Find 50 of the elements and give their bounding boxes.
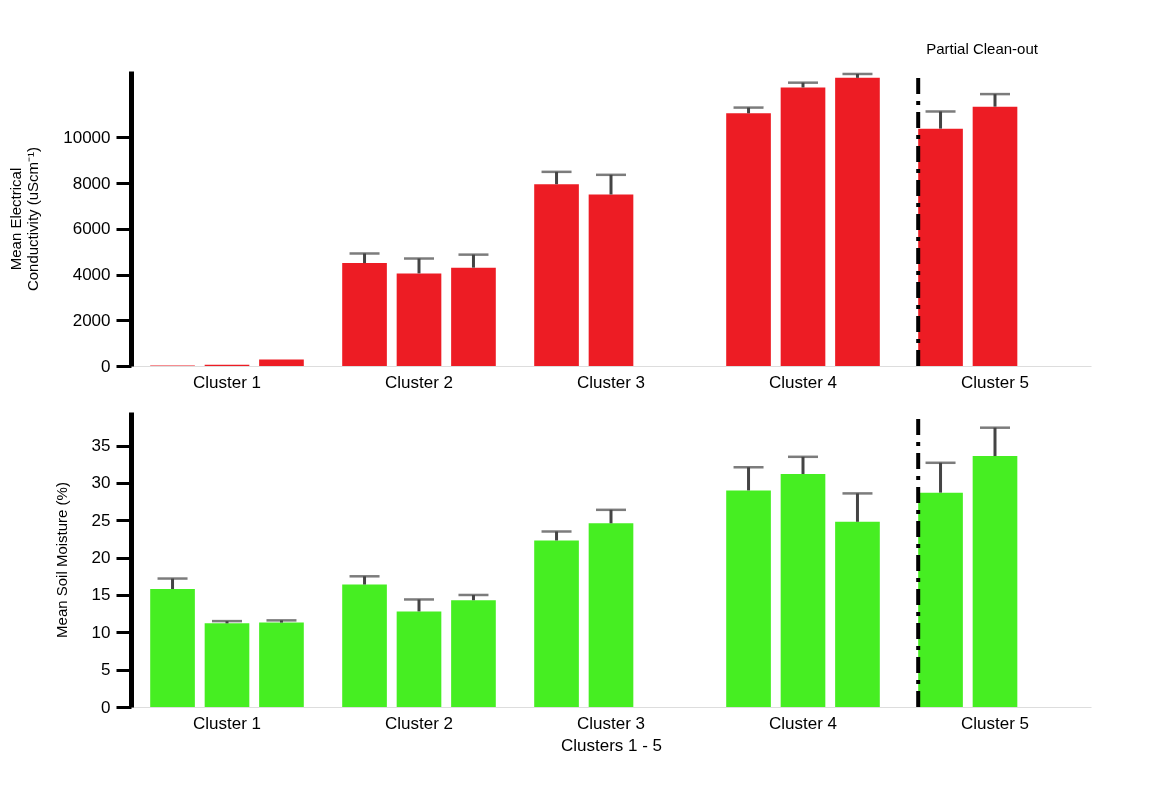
y-tick-label: 15 — [91, 585, 111, 605]
x-tick-label: Cluster 5 — [960, 713, 1030, 733]
y-tick-label: 25 — [91, 510, 111, 530]
y-tick-label: 2000 — [72, 310, 111, 330]
y-tick-label: 5 — [101, 660, 111, 680]
x-tick-label: Cluster 4 — [768, 713, 838, 733]
x-tick-label: Cluster 1 — [192, 372, 262, 392]
bar — [534, 540, 579, 707]
x-tick-label: Cluster 3 — [576, 713, 646, 733]
bar — [396, 611, 442, 707]
bar — [780, 87, 826, 366]
bar — [835, 521, 880, 707]
bar — [726, 490, 771, 707]
bar — [259, 359, 304, 366]
y-tick-label: 8000 — [72, 173, 111, 193]
bar — [780, 473, 826, 707]
y-tick-label: 10 — [91, 622, 111, 642]
bar — [588, 194, 634, 366]
y-tick-label: 0 — [101, 697, 111, 717]
x-axis-title: Clusters 1 - 5 — [560, 735, 663, 755]
bar — [342, 263, 387, 366]
bar — [259, 622, 304, 707]
bar — [451, 267, 496, 366]
y-tick-label: 4000 — [72, 265, 111, 285]
bar — [451, 600, 496, 707]
x-tick-label: Cluster 3 — [576, 372, 646, 392]
x-tick-label: Cluster 2 — [384, 713, 454, 733]
x-tick-label: Cluster 1 — [192, 713, 262, 733]
bar — [534, 184, 579, 366]
bar — [150, 589, 195, 707]
x-tick-label: Cluster 2 — [384, 372, 454, 392]
bar — [972, 456, 1018, 707]
bar — [835, 77, 880, 366]
y-axis-title: Mean Soil Moisture (%) — [52, 482, 70, 638]
x-tick-label: Cluster 4 — [768, 372, 838, 392]
y-tick-label: 30 — [91, 473, 111, 493]
y-tick-label: 20 — [91, 548, 111, 568]
x-tick-label: Cluster 5 — [960, 372, 1030, 392]
y-tick-label: 0 — [101, 356, 111, 376]
bar — [342, 584, 387, 707]
y-tick-label: 6000 — [72, 219, 111, 239]
bar — [204, 623, 250, 707]
y-axis-title: Mean Electrical Conductivity (uScm⁻¹) — [7, 146, 42, 292]
bar — [588, 523, 634, 707]
bar — [972, 106, 1018, 366]
ref-line-label: Partial Clean-out — [926, 40, 1039, 57]
bar — [726, 113, 771, 366]
bar — [396, 273, 442, 366]
y-tick-label: 10000 — [63, 127, 111, 147]
y-tick-label: 35 — [91, 436, 111, 456]
